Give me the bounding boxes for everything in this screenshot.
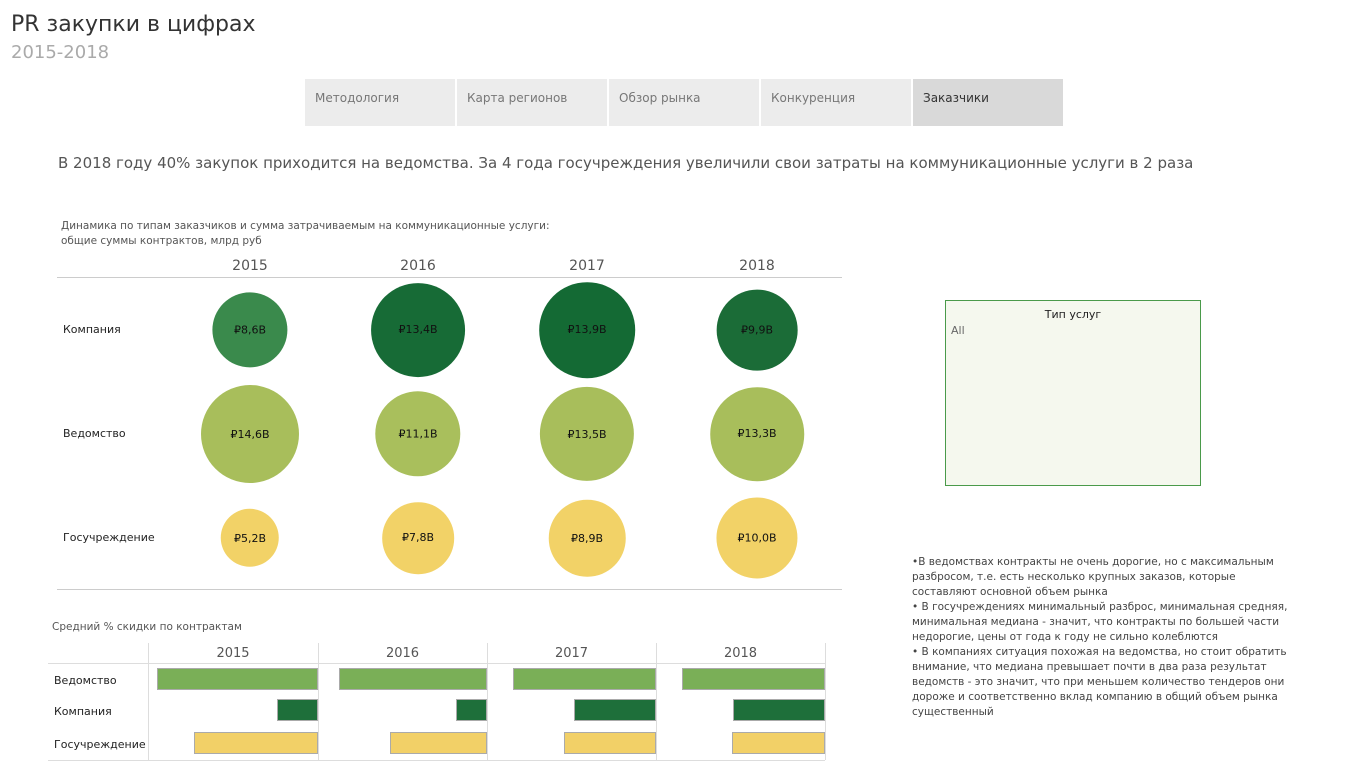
tab-methodology[interactable]: Методология <box>305 79 455 126</box>
bar <box>193 732 318 754</box>
row-label: Ведомство <box>54 674 117 687</box>
year-label: 2016 <box>400 258 436 274</box>
bottom-divider <box>48 760 825 761</box>
column-divider <box>487 643 488 760</box>
column-divider <box>825 643 826 760</box>
bar <box>564 732 656 754</box>
bubble: ₽13,9B <box>539 282 635 378</box>
bubble-chart-title: Динамика по типам заказчиков и сумма зат… <box>61 219 550 249</box>
header-divider <box>48 663 825 664</box>
filter-title: Тип услуг <box>1044 308 1102 321</box>
bar <box>574 699 656 721</box>
column-divider <box>148 643 149 760</box>
bubble: ₽13,3B <box>710 387 804 481</box>
year-label: 2016 <box>385 646 420 661</box>
notes: •В ведомствах контракты не очень дорогие… <box>912 555 1292 720</box>
bubble: ₽13,5B <box>539 386 635 482</box>
bubble: ₽13,4B <box>371 283 465 377</box>
bar <box>733 699 825 721</box>
bubble: ₽8,6B <box>212 292 288 368</box>
dashboard-title: PR закупки в цифрах <box>11 12 256 37</box>
year-label: 2017 <box>569 258 605 274</box>
row-label: Компания <box>54 705 112 718</box>
headline: В 2018 году 40% закупок приходится на ве… <box>58 154 1194 172</box>
tab-customers[interactable]: Заказчики <box>913 79 1063 126</box>
year-label: 2015 <box>232 258 268 274</box>
note-item: • В компаниях ситуация похожая на ведомс… <box>912 646 1287 718</box>
row-label: Госучреждение <box>54 738 146 751</box>
bar <box>156 668 318 690</box>
bubble: ₽8,9B <box>548 499 626 577</box>
tab-market-overview[interactable]: Обзор рынка <box>609 79 759 126</box>
header-divider <box>57 277 842 278</box>
bubble: ₽10,0B <box>716 497 798 579</box>
column-divider <box>318 643 319 760</box>
row-label: Компания <box>63 323 121 336</box>
bar <box>390 732 487 754</box>
year-label: 2018 <box>739 258 775 274</box>
bar <box>277 699 318 721</box>
bar <box>513 668 656 690</box>
column-divider <box>656 643 657 760</box>
bubble-chart-title-line1: Динамика по типам заказчиков и сумма зат… <box>61 220 550 232</box>
bubble-chart-title-line2: общие суммы контрактов, млрд руб <box>61 235 262 247</box>
note-item: •В ведомствах контракты не очень дорогие… <box>912 556 1274 598</box>
bubble: ₽14,6B <box>201 385 299 483</box>
filter-value[interactable]: All <box>951 324 965 337</box>
tab-competition[interactable]: Конкуренция <box>761 79 911 126</box>
bar-chart-title: Средний % скидки по контрактам <box>52 621 242 633</box>
bubble: ₽9,9B <box>716 289 798 371</box>
bubble: ₽7,8B <box>382 502 454 574</box>
year-label: 2018 <box>723 646 758 661</box>
bar <box>731 732 825 754</box>
bar <box>682 668 825 690</box>
bottom-divider <box>57 589 842 590</box>
bubble: ₽11,1B <box>375 391 461 477</box>
year-label: 2015 <box>216 646 250 661</box>
bar <box>339 668 487 690</box>
service-type-filter[interactable]: Тип услуг All <box>945 300 1201 486</box>
row-label: Ведомство <box>63 427 126 440</box>
year-label: 2017 <box>554 646 589 661</box>
bubble: ₽5,2B <box>220 508 280 568</box>
dashboard-subtitle: 2015-2018 <box>11 42 110 63</box>
note-item: • В госучреждениях минимальный разброс, … <box>912 601 1288 643</box>
bar <box>456 699 487 721</box>
row-label: Госучреждение <box>63 531 155 544</box>
tab-regions-map[interactable]: Карта регионов <box>457 79 607 126</box>
